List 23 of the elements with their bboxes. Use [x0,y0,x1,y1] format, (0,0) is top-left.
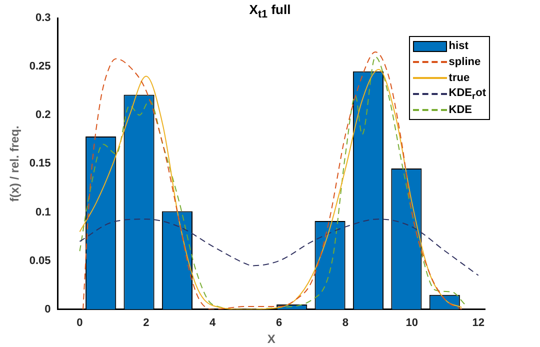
y-tick-label: 0.1 [36,206,51,218]
y-tick-label: 0 [44,303,51,316]
legend-label: true [448,72,470,84]
y-tick-label: 0.2 [36,109,51,122]
y-tick-label: 0.05 [29,254,51,267]
x-tick-label: 4 [210,317,217,330]
x-axis-title: X [267,332,276,346]
x-tick-label: 2 [143,317,150,330]
x-tick-label: 12 [472,317,484,330]
legend-label: KDE$_{r}$ot [448,86,486,102]
x-tick-label: 10 [406,317,418,330]
y-axis-title: f(x) / rel. freq. [8,126,22,202]
legend-label: KDE [448,104,472,116]
chart-title: X$_{t1}$ full [249,2,291,21]
legend-label: hist [448,40,468,52]
y-tick-label: 0.25 [29,60,51,73]
y-tick-label: 0.3 [36,12,51,24]
line-series [79,218,479,276]
x-tick-label: 6 [276,317,282,330]
x-tick-label: 8 [342,317,349,330]
x-tick-label: 0 [76,317,83,330]
legend-label: spline [448,56,481,68]
y-tick-label: 0.15 [29,158,51,170]
